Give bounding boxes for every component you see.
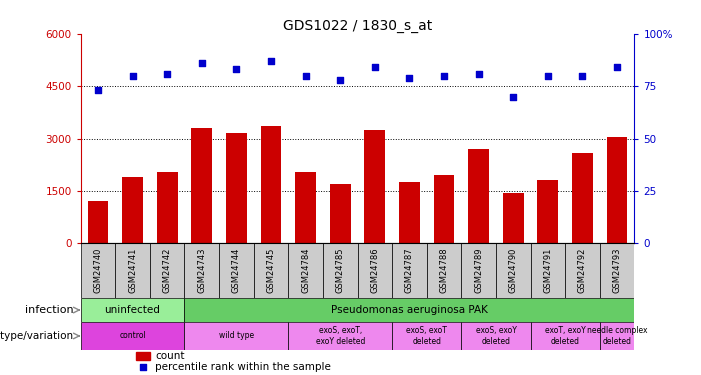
Bar [572, 153, 593, 243]
Bar [219, 243, 254, 298]
Point [508, 94, 519, 100]
Text: exoT, exoY
deleted: exoT, exoY deleted [545, 326, 585, 346]
Bar [295, 172, 316, 243]
Bar [427, 243, 461, 298]
Text: GSM24742: GSM24742 [163, 248, 172, 293]
Bar [606, 137, 627, 243]
Point [93, 87, 104, 93]
Text: GSM24793: GSM24793 [613, 248, 622, 293]
Text: GSM24744: GSM24744 [232, 248, 241, 293]
Text: GSM24745: GSM24745 [266, 248, 275, 293]
Bar [600, 322, 634, 350]
Bar [496, 243, 531, 298]
Text: count: count [156, 351, 185, 361]
Bar [600, 243, 634, 298]
Point [404, 75, 415, 81]
Bar [365, 130, 386, 243]
Bar [184, 298, 634, 322]
Bar [261, 126, 281, 243]
Text: uninfected: uninfected [104, 305, 161, 315]
Bar [323, 243, 358, 298]
Bar [392, 243, 427, 298]
Text: GSM24792: GSM24792 [578, 248, 587, 293]
Bar [434, 175, 454, 243]
Text: GSM24790: GSM24790 [509, 248, 518, 293]
Point [543, 73, 554, 79]
Bar [399, 182, 420, 243]
Bar [191, 128, 212, 243]
Text: exoS, exoT
deleted: exoS, exoT deleted [407, 326, 447, 346]
Point [611, 64, 622, 70]
Bar [358, 243, 392, 298]
Bar [81, 322, 184, 350]
Point [334, 77, 346, 83]
Text: genotype/variation: genotype/variation [0, 331, 74, 341]
Text: GSM24788: GSM24788 [440, 248, 449, 293]
Point [127, 73, 138, 79]
Bar [226, 133, 247, 243]
Text: GSM24787: GSM24787 [405, 248, 414, 293]
Point [161, 70, 172, 76]
Bar [115, 243, 150, 298]
Bar [184, 243, 219, 298]
Bar [88, 201, 108, 243]
Text: GSM24791: GSM24791 [543, 248, 552, 293]
Bar [150, 243, 184, 298]
Bar [330, 184, 350, 243]
Text: GSM24743: GSM24743 [197, 248, 206, 293]
Point [137, 364, 149, 370]
Bar [392, 322, 461, 350]
Bar [531, 322, 600, 350]
Point [300, 73, 311, 79]
Bar [184, 322, 288, 350]
Text: wild type: wild type [219, 332, 254, 340]
Point [438, 73, 449, 79]
Bar [288, 243, 323, 298]
Point [473, 70, 484, 76]
Text: GSM24784: GSM24784 [301, 248, 310, 293]
Text: Pseudomonas aeruginosa PAK: Pseudomonas aeruginosa PAK [331, 305, 488, 315]
Bar [254, 243, 288, 298]
Text: GSM24785: GSM24785 [336, 248, 345, 293]
Text: needle complex
deleted: needle complex deleted [587, 326, 647, 346]
Bar [461, 243, 496, 298]
Bar [503, 193, 524, 243]
Bar [157, 172, 177, 243]
Text: exoS, exoT,
exoY deleted: exoS, exoT, exoY deleted [315, 326, 365, 346]
Bar [288, 322, 392, 350]
Text: infection: infection [25, 305, 74, 315]
Point [266, 58, 277, 64]
Text: exoS, exoY
deleted: exoS, exoY deleted [475, 326, 517, 346]
Text: control: control [119, 332, 146, 340]
Title: GDS1022 / 1830_s_at: GDS1022 / 1830_s_at [283, 19, 432, 33]
Point [231, 66, 242, 72]
Text: GSM24786: GSM24786 [370, 248, 379, 293]
Point [196, 60, 207, 66]
Bar [122, 177, 143, 243]
Text: GSM24741: GSM24741 [128, 248, 137, 293]
Text: GSM24740: GSM24740 [93, 248, 102, 293]
Bar [461, 322, 531, 350]
Bar [538, 180, 558, 243]
Bar [531, 243, 565, 298]
Text: percentile rank within the sample: percentile rank within the sample [156, 362, 332, 372]
Bar [81, 298, 184, 322]
Bar [136, 352, 150, 360]
Bar [468, 149, 489, 243]
Point [577, 73, 588, 79]
Point [369, 64, 381, 70]
Bar [565, 243, 600, 298]
Bar [81, 243, 115, 298]
Text: GSM24789: GSM24789 [474, 248, 483, 293]
